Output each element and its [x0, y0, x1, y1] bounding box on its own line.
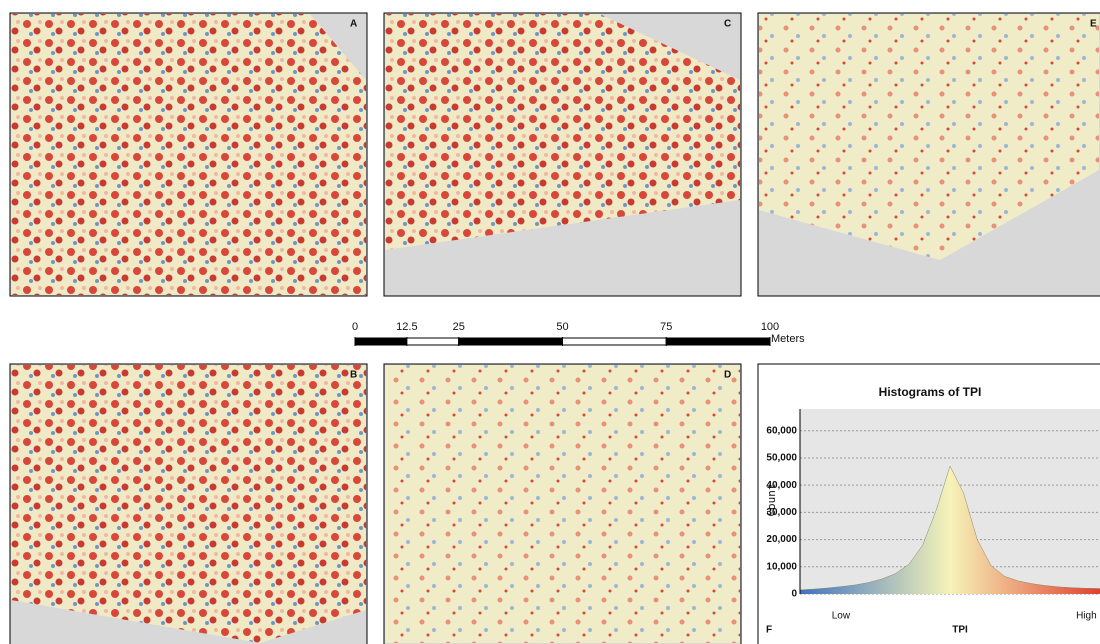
- panel-label: D: [724, 370, 731, 381]
- y-tick-label: 10,000: [766, 561, 797, 572]
- x-tick-label: Low: [832, 611, 851, 622]
- panel-label: C: [724, 19, 731, 30]
- panel-label: F: [766, 625, 772, 636]
- scale-tick-label: 75: [660, 321, 672, 333]
- scale-tick-label: 100: [761, 321, 779, 333]
- map-b: B: [10, 364, 367, 644]
- y-tick-label: 30,000: [766, 507, 797, 518]
- scale-segment: [666, 338, 770, 345]
- x-tick-label: High: [1076, 611, 1097, 622]
- chart-title: Histograms of TPI: [879, 385, 982, 399]
- y-tick-label: 50,000: [766, 453, 797, 464]
- panel-label: A: [350, 19, 357, 30]
- figure: A C E B D Histograms of TPI TPI Count F …: [0, 0, 1100, 644]
- page: {"panels":[{"label":"A"},{"label":"C"},{…: [0, 0, 1100, 644]
- scale-segment: [459, 338, 563, 345]
- map-c: C: [384, 13, 741, 296]
- map-a: A: [10, 13, 367, 296]
- map-d: D: [384, 364, 741, 644]
- scale-segment: [355, 338, 407, 345]
- scale-tick-label: 12.5: [396, 321, 417, 333]
- scale-segment: [407, 338, 459, 345]
- scale-segment: [563, 338, 667, 345]
- scale-tick-label: 0: [352, 321, 358, 333]
- y-tick-label: 60,000: [766, 425, 797, 436]
- map-e: E: [758, 13, 1100, 296]
- y-tick-label: 40,000: [766, 480, 797, 491]
- scale-tick-label: 25: [453, 321, 465, 333]
- scale-tick-label: 50: [556, 321, 568, 333]
- scale-unit: Meters: [771, 333, 805, 345]
- panel-label: E: [1090, 19, 1097, 30]
- panel-label: B: [350, 370, 357, 381]
- x-axis-label: TPI: [952, 625, 968, 636]
- y-tick-label: 20,000: [766, 534, 797, 545]
- y-tick-label: 0: [791, 589, 797, 600]
